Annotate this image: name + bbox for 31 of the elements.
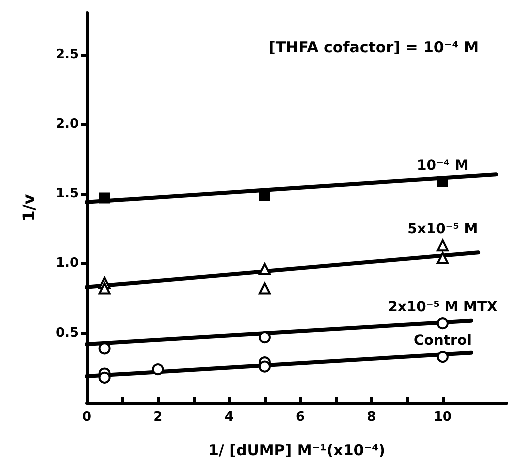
point <box>99 192 110 204</box>
point <box>258 332 271 344</box>
x-tick-label: 2 <box>154 410 163 425</box>
point <box>436 351 449 364</box>
x-tick-label: 10 <box>434 410 452 425</box>
series-label: Control <box>414 333 472 350</box>
point <box>258 360 271 373</box>
y-tick-label: 2.0 <box>56 116 79 132</box>
series-label: 2x10⁻⁵ M MTX <box>388 300 498 316</box>
y-tick-label: 0.5 <box>56 326 79 341</box>
point <box>258 263 271 276</box>
x-axis-title: 1/ [dUMP] M⁻¹(x10⁻⁴) <box>208 442 386 460</box>
x-tick-label: 8 <box>367 410 376 425</box>
point <box>436 240 449 252</box>
y-tick-label: 1.5 <box>56 186 79 202</box>
x-tick-label: 6 <box>296 410 306 425</box>
point <box>436 252 449 264</box>
point <box>437 176 448 188</box>
y-tick-label: 2.5 <box>56 47 79 62</box>
series-label: 5x10⁻⁵ M <box>408 222 478 238</box>
annotation: [THFA cofactor] = 10⁻⁴ M <box>269 38 480 56</box>
series-label: 10⁻⁴ M <box>417 158 469 174</box>
point <box>98 282 111 295</box>
x-tick-label: 0 <box>82 410 92 425</box>
y-axis-title: 1/v <box>20 194 38 222</box>
y-tick-label: 1.0 <box>56 256 79 272</box>
point <box>98 372 111 384</box>
point <box>152 364 164 376</box>
point <box>258 282 271 295</box>
point <box>436 318 449 330</box>
x-tick-label: 4 <box>224 410 234 425</box>
